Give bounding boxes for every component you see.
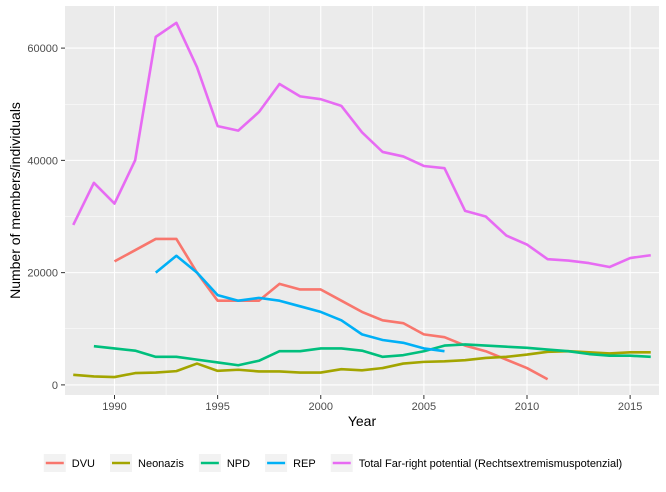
series-line [93,343,651,367]
y-tick-label: 0 [52,380,58,392]
legend-item: Neonazis [110,454,184,472]
series-line [73,349,651,379]
y-axis-title: Number of members/individuals [7,102,23,299]
series-lines [72,21,651,381]
legend-item: REP [265,454,316,472]
y-tick-label: 60000 [27,43,58,55]
series-line [154,254,445,353]
legend-label: DVU [72,458,95,470]
legend-item: DVU [43,454,95,472]
y-axis: 0 20000 40000 60000 [27,43,65,392]
legend-label: REP [293,458,316,470]
legend-item: Total Far-right potential (Rechtsextremi… [330,454,623,472]
series-line [72,21,651,269]
series-line [113,237,549,381]
y-tick-label: 40000 [27,155,58,167]
plot-panel [65,6,659,395]
x-axis: 1990 1995 2000 2005 2010 2015 [102,395,642,413]
grid-major [65,6,659,395]
legend-item: NPD [198,454,250,472]
legend-label: NPD [227,458,250,470]
x-tick-label: 2010 [515,401,539,413]
x-axis-title: Year [348,413,377,429]
legend-label: Neonazis [138,458,184,470]
x-tick-label: 1995 [205,401,229,413]
grid-minor [65,6,659,395]
legend: DVU Neonazis NPD REP Total Far-right potenti… [43,454,623,472]
y-tick-label: 20000 [27,268,58,280]
x-tick-label: 2005 [412,401,436,413]
x-tick-label: 1990 [102,401,126,413]
x-tick-label: 2000 [309,401,333,413]
legend-label: Total Far-right potential (Rechtsextremi… [359,458,623,470]
x-tick-label: 2015 [618,401,642,413]
